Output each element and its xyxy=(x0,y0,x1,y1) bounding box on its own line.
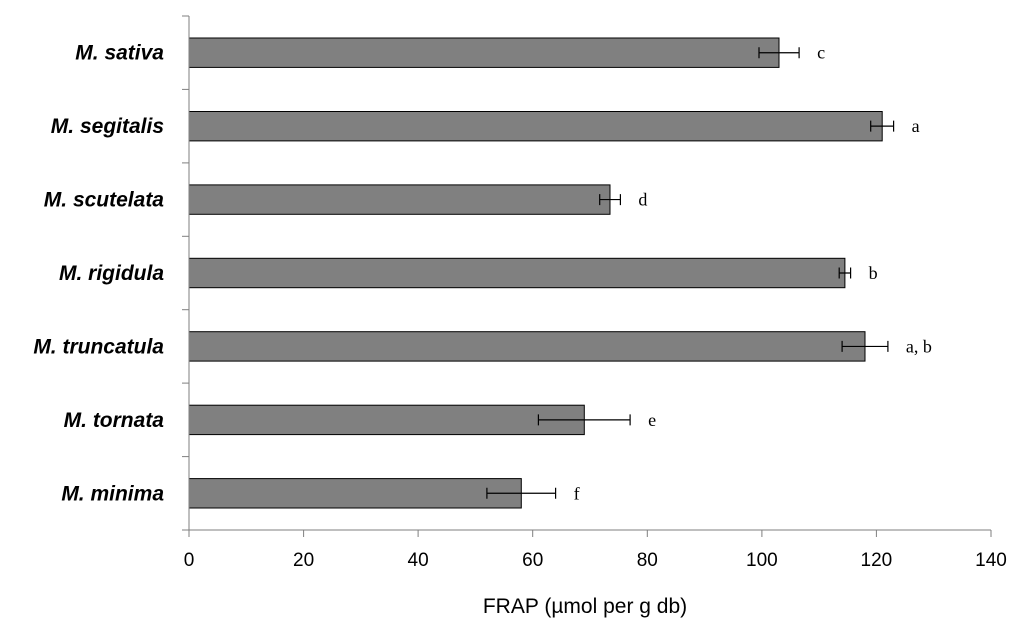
x-tick-label: 20 xyxy=(293,550,314,571)
x-tick-label: 80 xyxy=(637,550,658,571)
x-tick-label: 0 xyxy=(184,550,195,571)
bar xyxy=(188,111,883,142)
axes xyxy=(182,15,992,537)
bar xyxy=(188,257,846,289)
error-bar xyxy=(537,414,631,426)
category-label: M. sativa xyxy=(75,42,164,65)
significance-labels: c a d b a, b e f xyxy=(574,43,932,504)
x-tick-label: 40 xyxy=(408,550,429,571)
error-bar xyxy=(486,487,557,499)
x-tick-labels: 0 20 40 60 80 100 120 140 xyxy=(184,550,1007,571)
error-bar xyxy=(599,194,621,206)
bar xyxy=(188,37,780,68)
error-bar xyxy=(870,120,895,132)
category-labels: M. sativa M. segitalis M. scutelata M. rigi… xyxy=(33,42,164,506)
significance-label: a xyxy=(912,116,920,136)
x-axis-title: FRAP (µmol per g db) xyxy=(483,595,687,618)
significance-label: d xyxy=(638,190,647,210)
significance-label: a, b xyxy=(906,336,932,356)
x-tick-label: 100 xyxy=(746,550,778,571)
error-bar xyxy=(758,47,800,59)
bar xyxy=(188,331,866,362)
category-label: M. scutelata xyxy=(44,189,165,212)
error-bars xyxy=(486,47,895,499)
bar xyxy=(188,404,585,436)
x-tick-label: 140 xyxy=(975,550,1007,571)
significance-label: c xyxy=(817,43,825,63)
significance-label: f xyxy=(574,483,580,503)
category-label: M. tornata xyxy=(64,409,165,432)
category-label: M. minima xyxy=(61,482,164,505)
category-label: M. rigidula xyxy=(59,262,164,285)
significance-label: e xyxy=(648,410,656,430)
bar xyxy=(188,184,611,215)
x-tick-label: 120 xyxy=(861,550,893,571)
significance-label: b xyxy=(869,263,878,283)
category-label: M. segitalis xyxy=(51,115,164,138)
error-bar xyxy=(841,340,889,352)
bar xyxy=(188,478,522,509)
category-label: M. truncatula xyxy=(33,335,164,358)
x-tick-label: 60 xyxy=(522,550,543,571)
error-bar xyxy=(838,267,852,279)
bars xyxy=(188,37,883,509)
